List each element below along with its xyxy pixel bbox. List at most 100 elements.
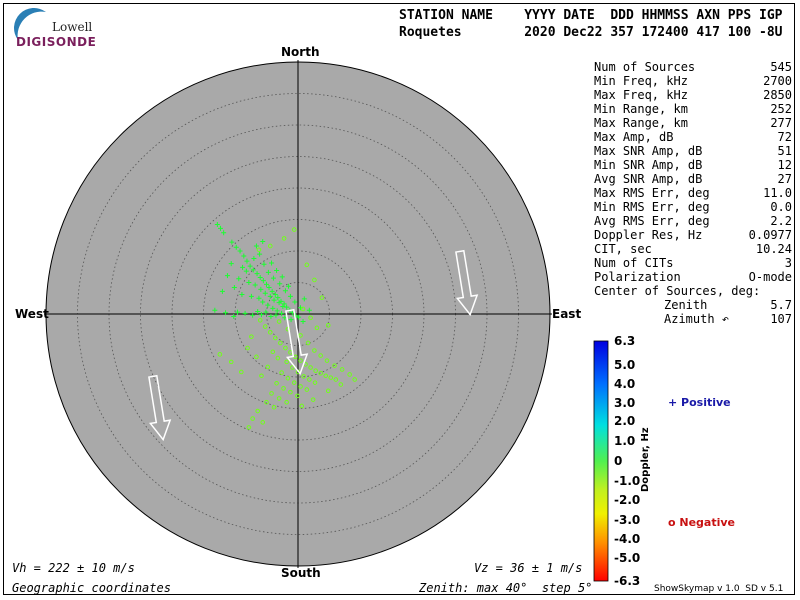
negative-source-point — [338, 382, 344, 387]
positive-source-point — [270, 275, 276, 281]
negative-source-point — [325, 323, 331, 328]
positive-source-point — [235, 309, 241, 315]
stat-row: Max RMS Err, deg 11.0 — [594, 186, 792, 200]
positive-source-point — [221, 230, 227, 236]
positive-source-point — [257, 274, 263, 280]
positive-source-point — [256, 295, 262, 301]
positive-source-point — [255, 308, 261, 314]
positive-source-point — [273, 312, 279, 318]
stat-label: Azimuth ↶ — [664, 312, 730, 326]
positive-source-point — [257, 251, 263, 257]
positive-source-point — [296, 314, 302, 320]
negative-source-point — [267, 243, 273, 249]
positive-source-point — [236, 276, 242, 282]
positive-source-point — [265, 269, 271, 275]
colorbar-tick-label: -1.0 — [614, 474, 641, 488]
negative-source-point — [267, 329, 273, 335]
colorbar-tick-label: 0 — [614, 454, 623, 468]
positive-source-point — [271, 297, 277, 303]
compass-east-label: East — [552, 307, 582, 321]
positive-source-point — [262, 290, 268, 296]
negative-source-point — [312, 348, 317, 353]
positive-source-point — [272, 291, 278, 297]
negative-source-point — [352, 377, 358, 382]
negative-source-point — [254, 354, 259, 360]
negative-source-point — [269, 391, 274, 396]
positive-source-point — [252, 282, 258, 288]
negative-source-point — [339, 367, 345, 372]
negative-source-point — [276, 396, 282, 401]
positive-source-point — [250, 267, 256, 273]
positive-source-point — [223, 310, 229, 316]
version-label: ShowSkymap v 1.0 SD v 5.1 — [654, 584, 784, 594]
stat-value: O-mode — [748, 270, 792, 284]
positive-source-point — [269, 288, 275, 294]
negative-source-point — [304, 262, 310, 268]
stat-label: Min Freq, kHz — [594, 74, 688, 88]
stat-row: Center of Sources, deg: — [594, 284, 792, 298]
positive-source-point — [231, 314, 237, 320]
negative-source-point — [318, 353, 323, 358]
positive-source-point — [275, 295, 281, 301]
stat-row: Polarization O-mode — [594, 270, 792, 284]
positive-source-point — [277, 281, 283, 287]
positive-source-point — [268, 314, 274, 320]
negative-source-point — [284, 399, 289, 405]
negative-source-point — [259, 373, 264, 379]
negative-source-point — [279, 370, 284, 375]
plot-frame — [3, 3, 795, 595]
stat-row: Max Amp, dB 72 — [594, 130, 792, 144]
colorbar-tick-label: -5.0 — [614, 551, 641, 565]
positive-source-point — [228, 261, 234, 267]
vertical-velocity-label: Vz = 36 ± 1 m/s — [474, 561, 583, 575]
stat-value: 27 — [777, 172, 792, 186]
stat-value: 0.0977 — [748, 228, 792, 242]
negative-source-point — [270, 349, 276, 355]
negative-source-point — [304, 387, 310, 392]
negative-source-point — [257, 318, 263, 323]
positive-source-point — [260, 239, 266, 245]
negative-source-point — [239, 369, 244, 375]
colorbar-tick-label: 1.0 — [614, 434, 636, 448]
positive-source-point — [258, 312, 264, 318]
negative-source-point — [276, 319, 282, 324]
positive-source-point — [231, 285, 237, 291]
negative-source-point — [291, 380, 297, 385]
compass-north-label: North — [281, 45, 320, 59]
negative-source-point — [308, 315, 313, 321]
positive-source-point — [248, 293, 254, 299]
stat-value: 11.0 — [763, 186, 792, 200]
stat-value: 3 — [784, 256, 792, 270]
negative-source-point — [264, 399, 269, 405]
negative-source-point — [255, 408, 260, 414]
stat-row: Min SNR Amp, dB 12 — [594, 158, 792, 172]
stat-value: 2.2 — [770, 214, 792, 228]
positive-source-point — [287, 293, 293, 299]
positive-source-point — [279, 274, 285, 280]
negative-source-point — [271, 404, 277, 410]
positive-source-point — [284, 304, 290, 310]
negative-source-point — [307, 377, 312, 382]
drift-arrow-icon — [285, 308, 309, 376]
positive-source-point — [212, 307, 218, 313]
negative-source-point — [245, 345, 250, 351]
stat-label: Zenith — [664, 298, 708, 312]
stat-row: Max Range, km 277 — [594, 116, 792, 130]
stat-label: Max RMS Err, deg — [594, 186, 710, 200]
negative-source-point — [332, 363, 337, 368]
negative-source-point — [281, 386, 286, 391]
negative-source-point — [250, 416, 255, 421]
positive-source-point — [251, 256, 257, 262]
positive-source-point — [282, 288, 288, 294]
positive-source-point — [254, 271, 260, 277]
negative-source-point — [328, 375, 334, 380]
negative-source-point — [217, 352, 223, 357]
positive-source-point — [233, 244, 239, 250]
negative-source-point — [256, 247, 262, 253]
negative-source-point — [246, 425, 252, 430]
positive-source-point — [237, 248, 243, 254]
negative-legend: o Negative — [668, 516, 736, 529]
positive-source-point — [260, 299, 266, 305]
positive-source-point — [247, 263, 253, 269]
